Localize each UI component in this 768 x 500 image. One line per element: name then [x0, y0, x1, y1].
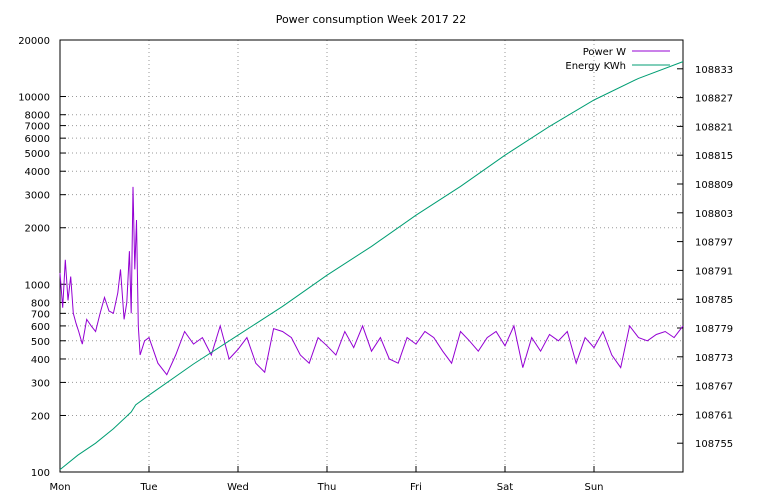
series-line-power — [59, 186, 684, 376]
left-tick-label: 5000 — [25, 149, 50, 160]
right-tick-label: 108803 — [695, 209, 733, 220]
legend: Power W Energy KWh — [565, 47, 670, 72]
left-tick-label: 2000 — [25, 224, 50, 235]
left-tick-label: 4000 — [25, 167, 50, 178]
right-tick-label: 108755 — [695, 439, 733, 450]
x-tick-label: Wed — [227, 482, 249, 493]
x-axis-ticks: Mon Tue Wed Thu Fri Sat Sun — [49, 466, 684, 493]
x-tick-label: Mon — [49, 482, 70, 493]
right-tick-label: 108773 — [695, 353, 733, 364]
right-tick-label: 108767 — [695, 382, 733, 393]
right-tick-label: 108791 — [695, 266, 733, 277]
right-tick-label: 108797 — [695, 238, 733, 249]
left-tick-label: 10000 — [18, 93, 50, 104]
x-tick-label: Fri — [410, 482, 422, 493]
left-tick-label: 3000 — [25, 191, 50, 202]
left-tick-label: 200 — [31, 411, 50, 422]
right-tick-label: 108785 — [695, 295, 733, 306]
left-tick-label: 700 — [31, 309, 50, 320]
left-tick-label: 8000 — [25, 111, 50, 122]
right-axis-ticks: 108755 108761 108767 108773 108779 108785 1087… — [677, 65, 733, 450]
left-tick-label: 300 — [31, 378, 50, 389]
left-tick-label: 600 — [31, 322, 50, 333]
right-tick-label: 108821 — [695, 122, 733, 133]
plot-frame — [59, 39, 684, 473]
right-tick-label: 108809 — [695, 180, 733, 191]
chart-title: Power consumption Week 2017 22 — [276, 13, 467, 26]
series-layer — [59, 61, 684, 470]
left-tick-label: 400 — [31, 355, 50, 366]
grid — [60, 39, 683, 473]
left-tick-label: 1000 — [25, 280, 50, 291]
series-line-energy — [59, 61, 684, 470]
x-tick-label: Tue — [139, 482, 157, 493]
left-tick-label: 100 — [31, 468, 50, 479]
right-tick-label: 108761 — [695, 410, 733, 421]
right-tick-label: 108833 — [695, 65, 733, 76]
left-tick-label: 7000 — [25, 122, 50, 133]
left-tick-label: 6000 — [25, 134, 50, 145]
right-tick-label: 108815 — [695, 151, 733, 162]
legend-label-power: Power W — [583, 47, 626, 58]
x-tick-label: Sat — [497, 482, 513, 493]
right-tick-label: 108779 — [695, 324, 733, 335]
x-tick-label: Thu — [317, 482, 337, 493]
left-tick-label: 500 — [31, 337, 50, 348]
left-tick-label: 20000 — [18, 36, 50, 47]
left-tick-label: 800 — [31, 298, 50, 309]
right-tick-label: 108827 — [695, 94, 733, 105]
legend-label-energy: Energy KWh — [565, 61, 626, 72]
x-tick-label: Sun — [584, 482, 603, 493]
